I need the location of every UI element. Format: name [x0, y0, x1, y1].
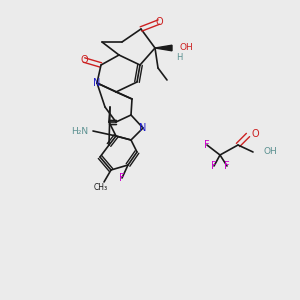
Text: O: O	[252, 129, 260, 139]
Text: N: N	[93, 78, 101, 88]
Polygon shape	[155, 45, 172, 51]
Text: F: F	[204, 140, 210, 150]
Text: H₂N: H₂N	[71, 127, 88, 136]
Text: N: N	[139, 123, 147, 133]
Text: OH: OH	[180, 44, 194, 52]
Text: O: O	[155, 17, 163, 27]
Text: CH₃: CH₃	[94, 184, 108, 193]
Text: H: H	[176, 52, 182, 62]
Text: F: F	[119, 173, 125, 183]
Text: OH: OH	[263, 148, 277, 157]
Text: F: F	[211, 161, 217, 171]
Text: O: O	[80, 55, 88, 65]
Text: F: F	[224, 161, 230, 171]
